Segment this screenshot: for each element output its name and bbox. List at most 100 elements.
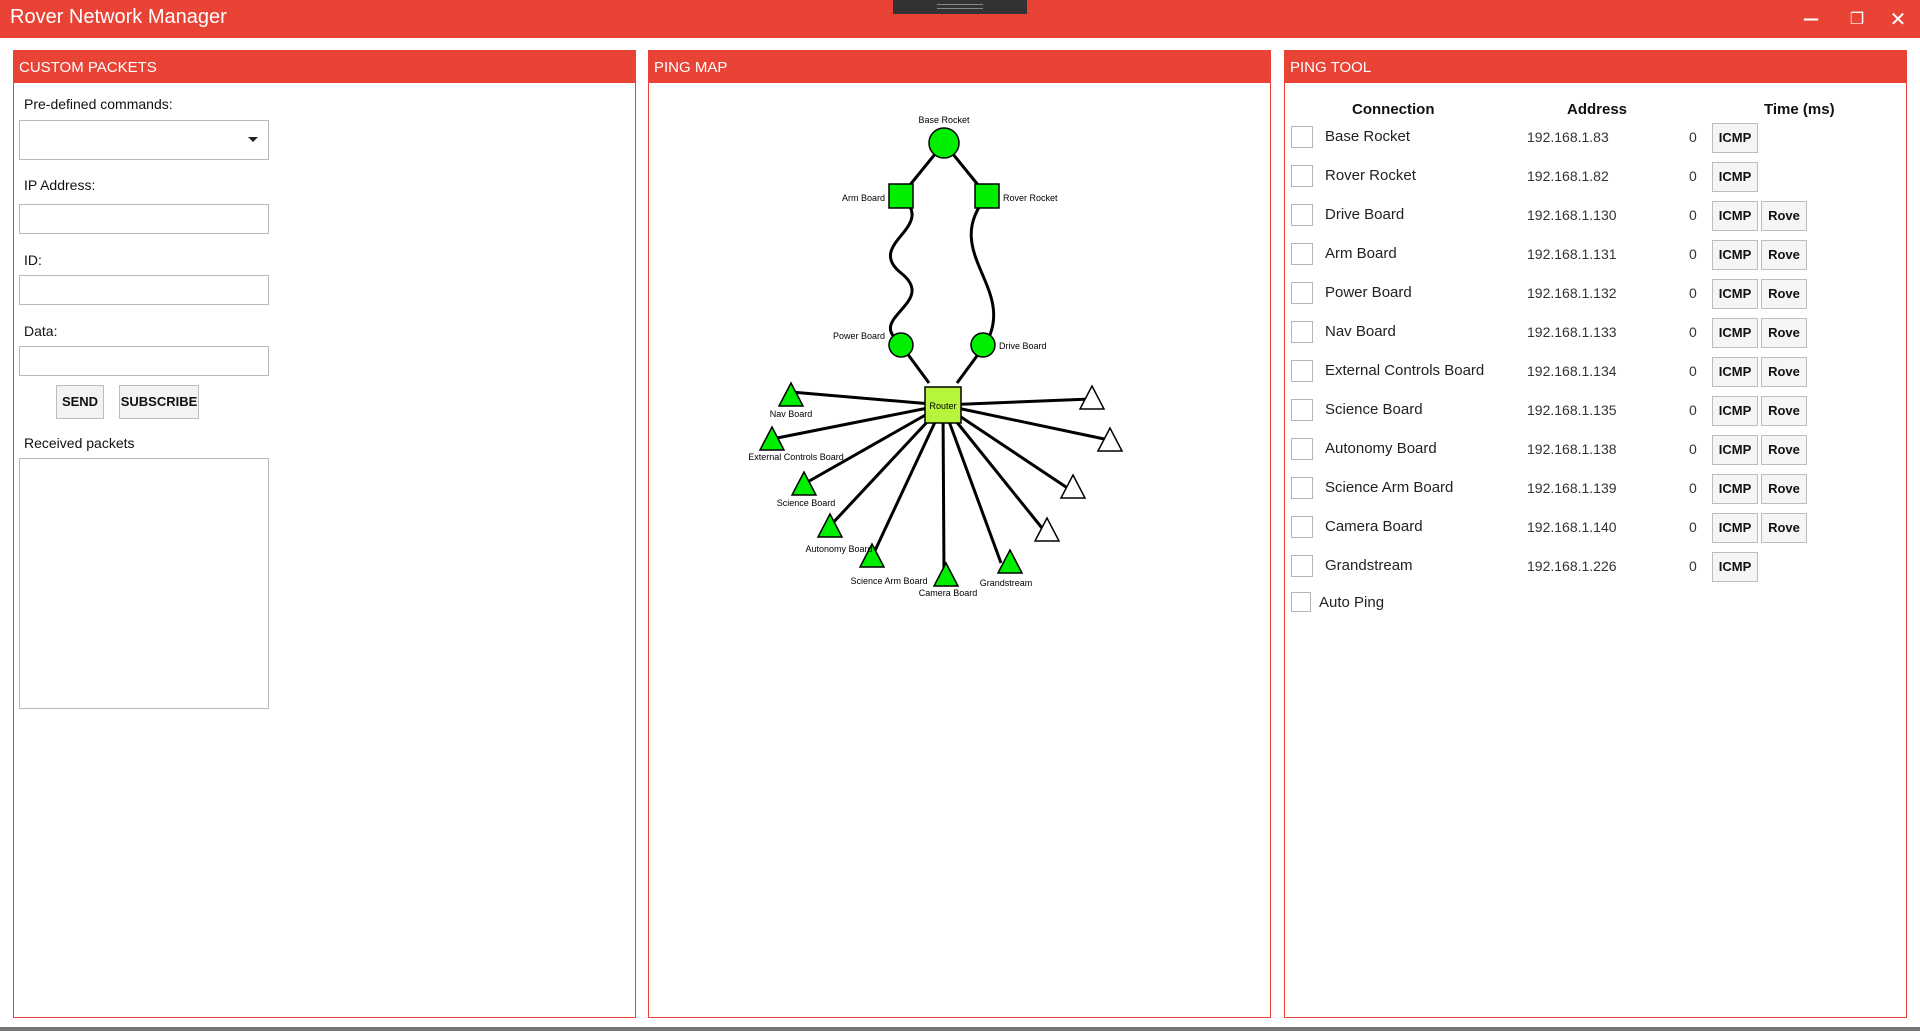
data-input[interactable] xyxy=(19,346,269,376)
icmp-button[interactable]: ICMP xyxy=(1712,279,1758,309)
ping-row: Science Arm Board 192.168.1.139 0 ICMP R… xyxy=(1285,474,1905,506)
rove-button[interactable]: Rove xyxy=(1761,513,1807,543)
node-offline-3 xyxy=(1059,473,1087,499)
row-checkbox[interactable] xyxy=(1291,438,1313,460)
connection-address: 192.168.1.133 xyxy=(1527,324,1617,340)
edge-router-sciarm xyxy=(870,404,945,558)
label-grandstream: Grandstream xyxy=(980,578,1033,588)
icmp-button[interactable]: ICMP xyxy=(1712,240,1758,270)
icmp-button[interactable]: ICMP xyxy=(1712,435,1758,465)
icmp-button[interactable]: ICMP xyxy=(1712,162,1758,192)
node-rover-rocket xyxy=(974,183,1000,209)
icmp-button[interactable]: ICMP xyxy=(1712,513,1758,543)
edge-router-auto xyxy=(828,403,945,528)
connection-address: 192.168.1.226 xyxy=(1527,558,1617,574)
time-column-header: Time (ms) xyxy=(1764,101,1835,118)
custom-packets-header: CUSTOM PACKETS xyxy=(14,51,635,83)
connection-name: External Controls Board xyxy=(1325,362,1485,379)
icmp-button[interactable]: ICMP xyxy=(1712,201,1758,231)
node-science-arm-board xyxy=(858,542,886,568)
subscribe-button[interactable]: SUBSCRIBE xyxy=(119,385,199,419)
connection-address: 192.168.1.131 xyxy=(1527,246,1617,262)
rove-button[interactable]: Rove xyxy=(1761,435,1807,465)
rove-button[interactable]: Rove xyxy=(1761,396,1807,426)
icmp-button[interactable]: ICMP xyxy=(1712,396,1758,426)
ping-tool-header: PING TOOL xyxy=(1285,51,1906,83)
drag-handle[interactable] xyxy=(893,0,1027,14)
row-checkbox[interactable] xyxy=(1291,243,1313,265)
node-offline-2 xyxy=(1096,426,1124,452)
label-drive-board: Drive Board xyxy=(999,341,1047,351)
icmp-button[interactable]: ICMP xyxy=(1712,318,1758,348)
title-bar[interactable]: Rover Network Manager — ❐ ✕ xyxy=(0,0,1920,38)
connection-name: Science Board xyxy=(1325,401,1423,418)
label-external-controls-board: External Controls Board xyxy=(748,452,844,462)
rove-button[interactable]: Rove xyxy=(1761,240,1807,270)
app-title: Rover Network Manager xyxy=(10,6,227,28)
connection-name: Arm Board xyxy=(1325,245,1397,262)
custom-packets-panel: CUSTOM PACKETS Pre-defined commands: IP … xyxy=(13,50,636,1018)
send-button[interactable]: SEND xyxy=(56,385,104,419)
data-label: Data: xyxy=(24,323,58,339)
rove-button[interactable]: Rove xyxy=(1761,201,1807,231)
ping-row: External Controls Board 192.168.1.134 0 … xyxy=(1285,357,1905,389)
node-arm-board xyxy=(888,183,914,209)
connection-address: 192.168.1.134 xyxy=(1527,363,1617,379)
row-checkbox[interactable] xyxy=(1291,204,1313,226)
label-science-board: Science Board xyxy=(777,498,836,508)
row-checkbox[interactable] xyxy=(1291,282,1313,304)
ping-row: Rover Rocket 192.168.1.82 0 ICMP xyxy=(1285,162,1905,194)
node-router xyxy=(924,386,962,424)
label-rover-rocket: Rover Rocket xyxy=(1003,193,1058,203)
connection-time: 0 xyxy=(1689,285,1697,301)
row-checkbox[interactable] xyxy=(1291,555,1313,577)
commands-dropdown[interactable] xyxy=(19,120,269,160)
ip-address-input[interactable] xyxy=(19,204,269,234)
label-nav-board: Nav Board xyxy=(770,409,813,419)
connection-time: 0 xyxy=(1689,363,1697,379)
label-arm-board: Arm Board xyxy=(842,193,885,203)
id-label: ID: xyxy=(24,252,42,268)
rove-button[interactable]: Rove xyxy=(1761,318,1807,348)
connection-name: Nav Board xyxy=(1325,323,1396,340)
auto-ping-checkbox[interactable] xyxy=(1291,592,1311,612)
connection-address: 192.168.1.130 xyxy=(1527,207,1617,223)
label-base-rocket: Base Rocket xyxy=(918,115,970,125)
edge-arm-power xyxy=(888,194,914,345)
edge-router-offline-4 xyxy=(941,404,1048,534)
row-checkbox[interactable] xyxy=(1291,126,1313,148)
row-checkbox[interactable] xyxy=(1291,360,1313,382)
rove-button[interactable]: Rove xyxy=(1761,279,1807,309)
ping-row: Nav Board 192.168.1.133 0 ICMP Rove xyxy=(1285,318,1905,350)
grip-icon xyxy=(937,4,983,9)
row-checkbox[interactable] xyxy=(1291,321,1313,343)
row-checkbox[interactable] xyxy=(1291,165,1313,187)
edge-router-offline-3 xyxy=(942,403,1073,493)
chevron-down-icon xyxy=(248,137,258,142)
row-checkbox[interactable] xyxy=(1291,516,1313,538)
connection-address: 192.168.1.132 xyxy=(1527,285,1617,301)
edge-router-sci xyxy=(803,403,944,486)
restore-button[interactable]: ❐ xyxy=(1849,9,1865,28)
connection-time: 0 xyxy=(1689,558,1697,574)
received-packets-box[interactable] xyxy=(19,458,269,709)
close-button[interactable]: ✕ xyxy=(1889,7,1907,31)
ping-map-graph: Base Rocket Arm Board Rover Rocket Power… xyxy=(748,115,1124,598)
rove-button[interactable]: Rove xyxy=(1761,357,1807,387)
ping-row: Drive Board 192.168.1.130 0 ICMP Rove xyxy=(1285,201,1905,233)
icmp-button[interactable]: ICMP xyxy=(1712,357,1758,387)
icmp-button[interactable]: ICMP xyxy=(1712,552,1758,582)
row-checkbox[interactable] xyxy=(1291,399,1313,421)
connection-time: 0 xyxy=(1689,207,1697,223)
ping-row: Arm Board 192.168.1.131 0 ICMP Rove xyxy=(1285,240,1905,272)
icmp-button[interactable]: ICMP xyxy=(1712,123,1758,153)
icmp-button[interactable]: ICMP xyxy=(1712,474,1758,504)
row-checkbox[interactable] xyxy=(1291,477,1313,499)
connection-address: 192.168.1.140 xyxy=(1527,519,1617,535)
connection-name: Base Rocket xyxy=(1325,128,1411,145)
label-camera-board: Camera Board xyxy=(919,588,978,598)
rove-button[interactable]: Rove xyxy=(1761,474,1807,504)
minimize-button[interactable]: — xyxy=(1803,9,1819,28)
edge-router-ext xyxy=(771,403,944,441)
id-input[interactable] xyxy=(19,275,269,305)
